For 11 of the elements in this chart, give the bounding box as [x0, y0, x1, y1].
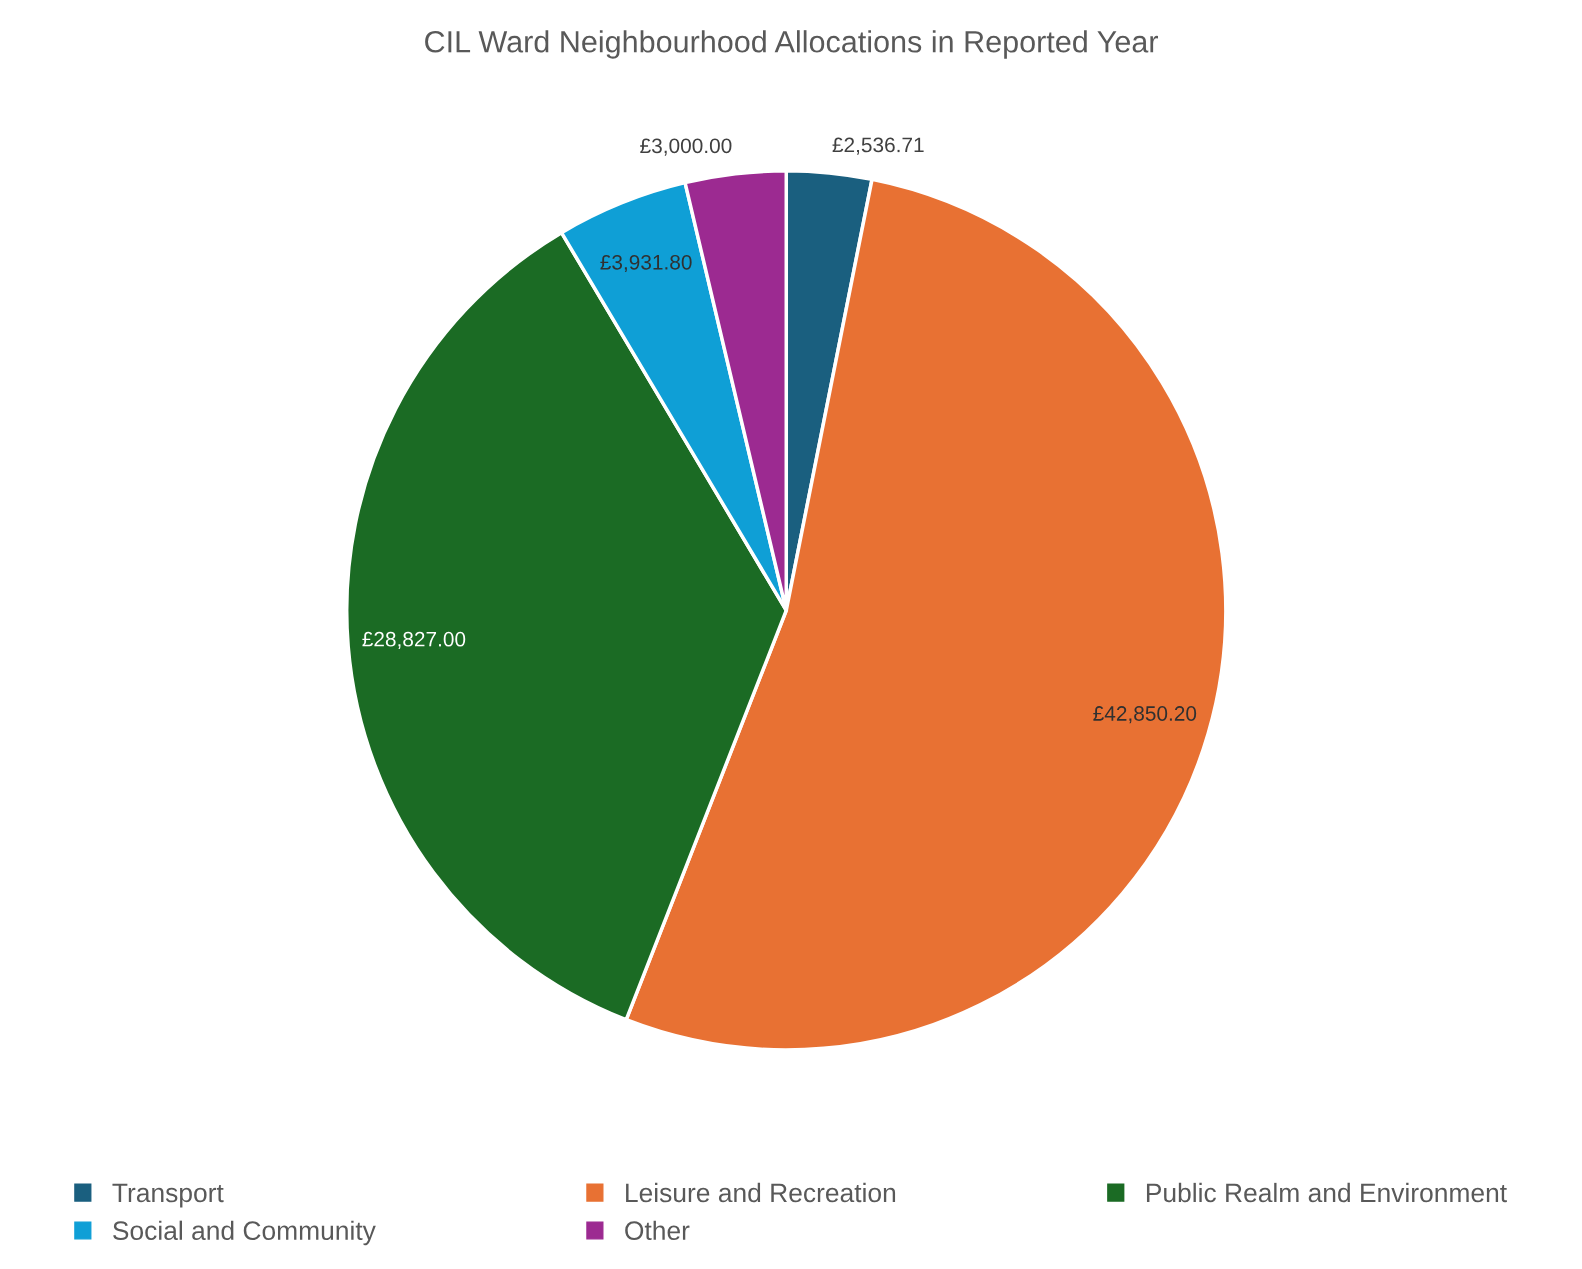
data-label: £2,536.71 — [832, 137, 924, 155]
legend-label: Transport — [112, 1183, 224, 1208]
data-label: £3,931.80 — [600, 254, 692, 273]
data-label: £28,827.00 — [362, 631, 466, 650]
legend-label: Leisure and Recreation — [626, 1182, 896, 1203]
legend-label: Social and Community — [113, 1220, 376, 1246]
legend-label: Other — [625, 1220, 690, 1241]
data-label: £3,000.00 — [640, 138, 732, 156]
data-label: £42,850.20 — [1093, 706, 1197, 724]
chart-title: CIL Ward Neighbourhood Allocations in Reported Year — [425, 30, 1158, 59]
legend-label: Public Realm and Environment — [1146, 1182, 1507, 1203]
